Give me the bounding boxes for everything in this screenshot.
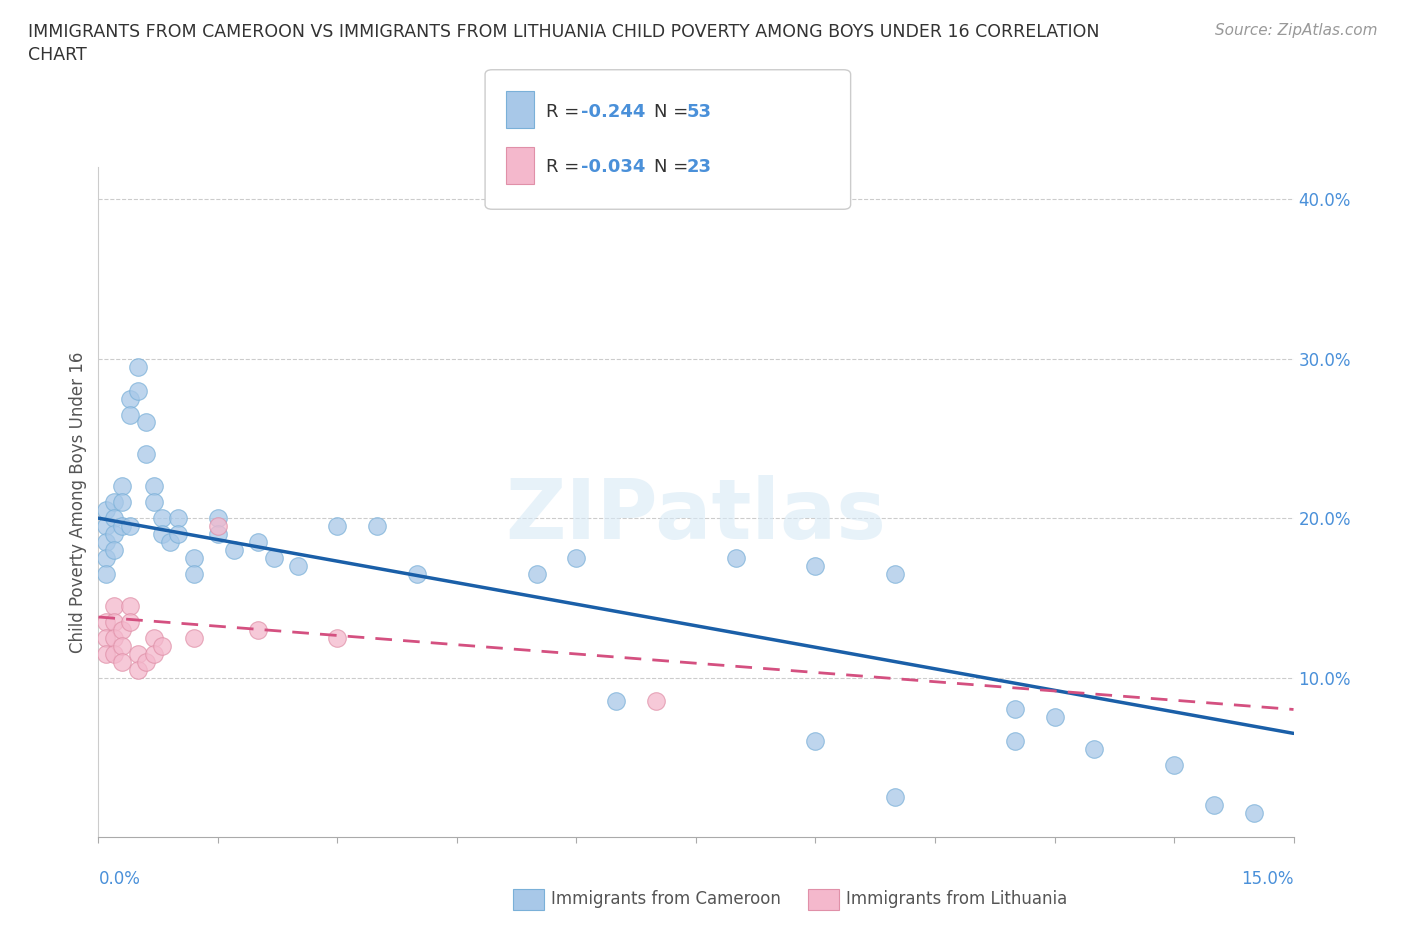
Point	[1083, 742, 1105, 757]
Point	[222, 542, 245, 557]
Text: -0.244: -0.244	[581, 102, 645, 121]
Text: 0.0%: 0.0%	[98, 870, 141, 887]
Point	[183, 551, 205, 565]
Y-axis label: Child Poverty Among Boys Under 16: Child Poverty Among Boys Under 16	[69, 352, 87, 653]
Point	[645, 694, 668, 709]
Text: CHART: CHART	[28, 46, 87, 64]
Point	[804, 559, 827, 574]
Point	[1163, 758, 1185, 773]
Text: 53: 53	[686, 102, 711, 121]
Point	[207, 526, 229, 541]
Point	[246, 622, 269, 637]
Point	[183, 631, 205, 645]
Point	[120, 407, 142, 422]
Point	[884, 566, 907, 581]
Point	[804, 734, 827, 749]
Point	[565, 551, 588, 565]
Point	[287, 559, 309, 574]
Text: Immigrants from Cameroon: Immigrants from Cameroon	[551, 890, 780, 909]
Point	[120, 392, 142, 406]
Point	[135, 415, 157, 430]
Point	[96, 503, 118, 518]
Point	[406, 566, 429, 581]
Point	[150, 526, 173, 541]
Text: R =: R =	[546, 102, 585, 121]
Point	[263, 551, 285, 565]
Point	[605, 694, 627, 709]
Point	[96, 551, 118, 565]
Point	[103, 526, 125, 541]
Text: ZIPatlas: ZIPatlas	[506, 475, 886, 556]
Point	[96, 631, 118, 645]
Point	[1043, 710, 1066, 724]
Point	[167, 511, 190, 525]
Point	[207, 519, 229, 534]
Text: -0.034: -0.034	[581, 158, 645, 177]
Point	[724, 551, 747, 565]
Point	[96, 535, 118, 550]
Point	[111, 638, 134, 653]
Point	[103, 598, 125, 613]
Point	[103, 646, 125, 661]
Point	[120, 598, 142, 613]
Point	[150, 638, 173, 653]
Point	[103, 542, 125, 557]
Point	[96, 566, 118, 581]
Point	[143, 495, 166, 510]
Point	[366, 519, 388, 534]
Point	[159, 535, 181, 550]
Point	[526, 566, 548, 581]
Point	[143, 646, 166, 661]
Point	[127, 646, 149, 661]
Point	[207, 511, 229, 525]
Point	[150, 511, 173, 525]
Point	[1004, 734, 1026, 749]
Point	[135, 654, 157, 669]
Point	[326, 519, 349, 534]
Point	[103, 495, 125, 510]
Point	[143, 631, 166, 645]
Point	[884, 790, 907, 804]
Point	[326, 631, 349, 645]
Text: 23: 23	[686, 158, 711, 177]
Point	[127, 383, 149, 398]
Point	[183, 566, 205, 581]
Point	[96, 646, 118, 661]
Point	[127, 662, 149, 677]
Point	[135, 447, 157, 462]
Point	[111, 479, 134, 494]
Point	[1004, 702, 1026, 717]
Point	[120, 519, 142, 534]
Point	[111, 495, 134, 510]
Point	[246, 535, 269, 550]
Point	[1202, 798, 1225, 813]
Point	[127, 359, 149, 374]
Point	[143, 479, 166, 494]
Point	[167, 526, 190, 541]
Point	[103, 631, 125, 645]
Text: Immigrants from Lithuania: Immigrants from Lithuania	[846, 890, 1067, 909]
Point	[103, 511, 125, 525]
Point	[103, 615, 125, 630]
Point	[111, 654, 134, 669]
Text: N =: N =	[654, 158, 693, 177]
Text: Source: ZipAtlas.com: Source: ZipAtlas.com	[1215, 23, 1378, 38]
Point	[96, 519, 118, 534]
Text: N =: N =	[654, 102, 693, 121]
Text: 15.0%: 15.0%	[1241, 870, 1294, 887]
Text: IMMIGRANTS FROM CAMEROON VS IMMIGRANTS FROM LITHUANIA CHILD POVERTY AMONG BOYS U: IMMIGRANTS FROM CAMEROON VS IMMIGRANTS F…	[28, 23, 1099, 41]
Point	[96, 615, 118, 630]
Point	[111, 519, 134, 534]
Point	[111, 622, 134, 637]
Point	[1243, 805, 1265, 820]
Point	[120, 615, 142, 630]
Text: R =: R =	[546, 158, 585, 177]
